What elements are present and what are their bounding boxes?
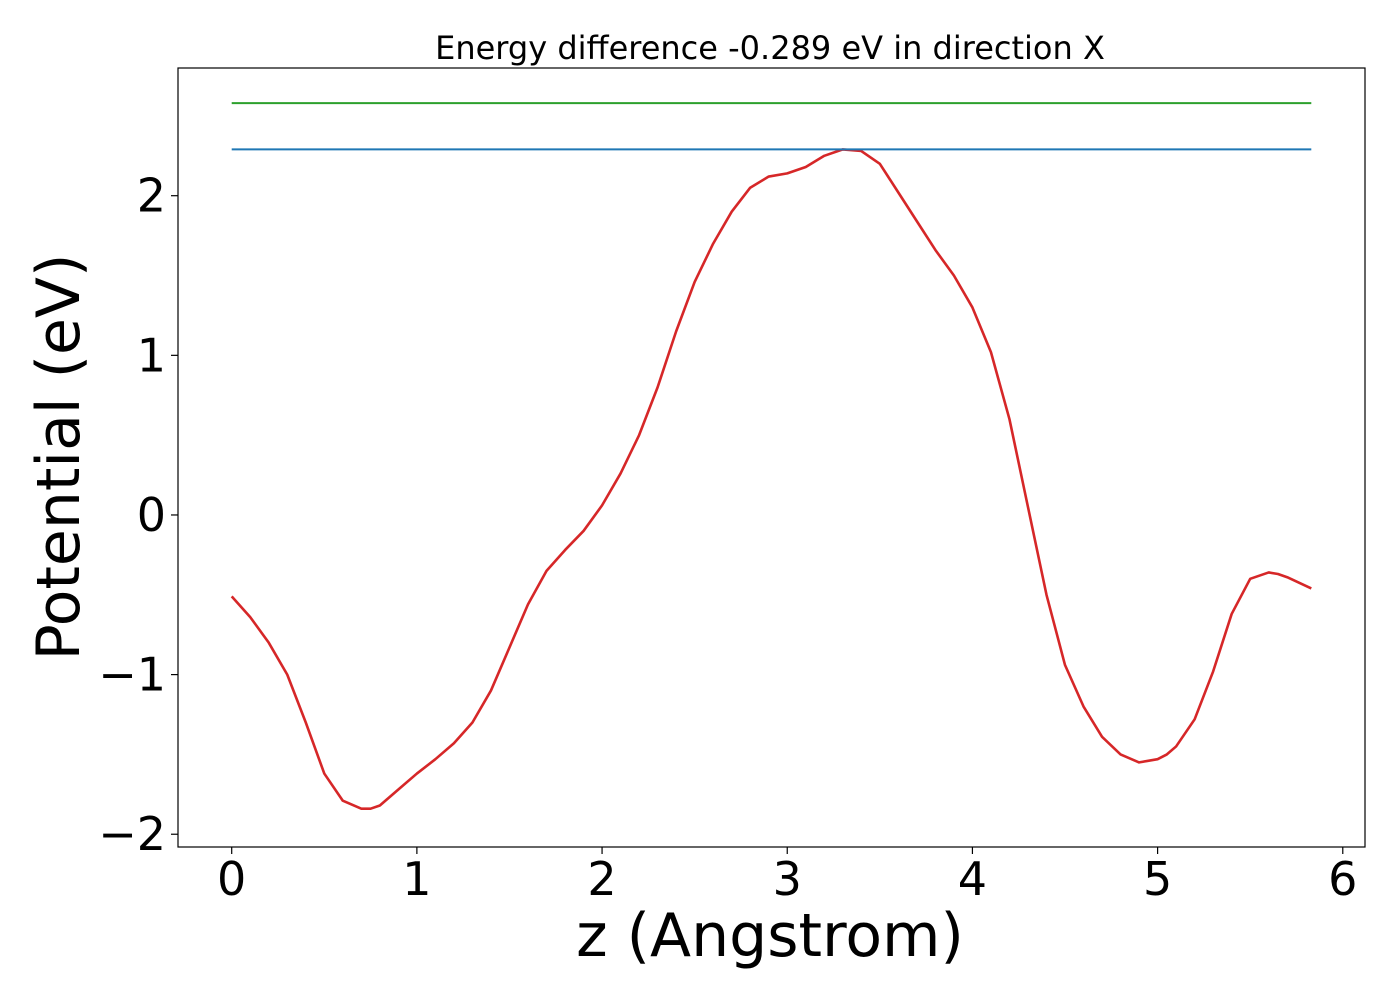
x-axis-ticks: 0 1 2 3 4 5 6 bbox=[217, 847, 1357, 906]
y-tick-label: 1 bbox=[137, 328, 166, 382]
series-layer bbox=[230, 102, 1312, 810]
y-tick-label: −2 bbox=[98, 807, 166, 861]
x-axis-label: z (Angstrom) bbox=[576, 901, 964, 971]
x-tick-label: 2 bbox=[587, 852, 616, 906]
y-axis-label: Potential (eV) bbox=[24, 254, 94, 661]
x-tick-label: 4 bbox=[958, 852, 987, 906]
y-tick-label: −1 bbox=[98, 648, 166, 702]
series-line-0 bbox=[230, 148, 1312, 810]
x-tick-label: 1 bbox=[402, 852, 431, 906]
y-tick-label: 0 bbox=[137, 488, 166, 542]
x-tick-label: 0 bbox=[217, 852, 246, 906]
y-axis-ticks: −2 −1 0 1 2 bbox=[98, 169, 178, 861]
plot-frame bbox=[177, 67, 1366, 848]
x-tick-label: 3 bbox=[773, 852, 802, 906]
chart-title: Energy difference -0.289 eV in direction… bbox=[435, 29, 1105, 67]
x-tick-label: 6 bbox=[1328, 852, 1357, 906]
x-tick-label: 5 bbox=[1143, 852, 1172, 906]
y-tick-label: 2 bbox=[137, 169, 166, 223]
